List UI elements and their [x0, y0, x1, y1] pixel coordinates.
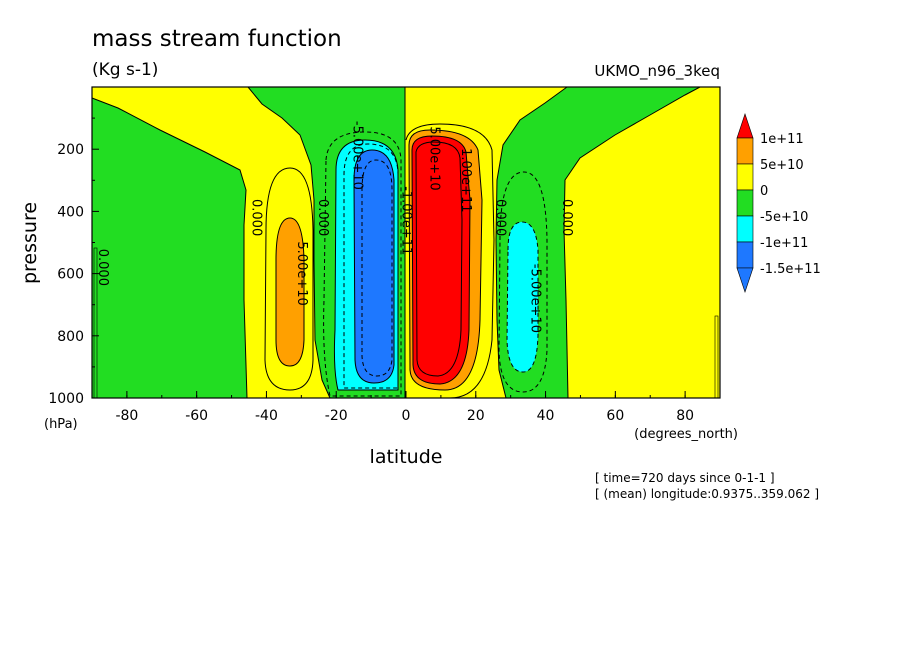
south-positive-cell [276, 218, 304, 366]
south-negative-region [92, 87, 247, 398]
contour-label: 5.00e+10 [426, 126, 441, 190]
contour-lines [91, 86, 701, 399]
x-tick-label: 0 [402, 408, 411, 424]
x-units: (degrees_north) [634, 427, 738, 442]
contour-label: 0.000 [248, 199, 263, 236]
x-tick-label: 60 [606, 408, 624, 424]
legend-label-1: 5e+10 [760, 158, 804, 173]
x-tick-label: -60 [185, 408, 208, 424]
contour-label: 0.000 [493, 199, 508, 236]
legend-swatch-orange [736, 137, 754, 165]
contour-labels: 0.000 0.000 0.000 5.00e+10 -5.00e+10 -1.00e+1… [95, 121, 574, 333]
y-axis: 200 400 600 800 1000 [48, 117, 99, 407]
legend-bottom-arrow [736, 267, 754, 293]
legend-swatch-blue [736, 241, 754, 269]
longitude-annotation: [ (mean) longitude:0.9375..359.062 ] [595, 487, 819, 501]
south-blue-cell [354, 150, 394, 383]
contour-label: 0.000 [315, 199, 330, 236]
x-axis-label: latitude [370, 446, 443, 468]
legend-label-0: 1e+11 [760, 132, 804, 147]
x-tick-label: 80 [676, 408, 694, 424]
chart-units: (Kg s-1) [92, 60, 158, 80]
legend-label-5: -1.5e+11 [760, 262, 821, 277]
legend-top-arrow [736, 113, 754, 139]
north-negative-region [496, 87, 700, 398]
contour-label: -5.00e+10 [350, 121, 365, 190]
contour-label: -5.00e+10 [528, 264, 543, 333]
y-tick-label: 1000 [48, 391, 84, 407]
legend-label-3: -5e+10 [760, 210, 808, 225]
legend-label-2: 0 [760, 184, 768, 199]
x-tick-label: -40 [255, 408, 278, 424]
contour-label: 0.000 [95, 249, 110, 286]
contour-label: -1.00e+11 [399, 186, 414, 255]
north-cyan-cell [507, 222, 538, 372]
y-tick-label: 400 [57, 204, 84, 220]
contour-label: 1.00e+11 [458, 148, 473, 212]
y-tick-label: 800 [57, 329, 84, 345]
y-units: (hPa) [44, 417, 78, 432]
y-axis-label: pressure [19, 202, 41, 284]
legend-label-4: -1e+11 [760, 236, 808, 251]
x-tick-label: -20 [325, 408, 348, 424]
legend-swatch-yellow [736, 163, 754, 191]
x-axis: -80 -60 -40 -20 0 20 40 60 80 [91, 391, 721, 424]
color-legend: 1e+11 5e+10 0 -5e+10 -1e+11 -1.5e+11 [736, 113, 821, 293]
negative-contour-lines [323, 131, 548, 397]
run-name: UKMO_n96_3keq [594, 62, 720, 81]
time-annotation: [ time=720 days since 0-1-1 ] [595, 471, 775, 485]
x-tick-label: 40 [537, 408, 555, 424]
contour-label: 0.000 [559, 199, 574, 236]
contour-field [91, 86, 720, 399]
x-tick-label: 20 [467, 408, 485, 424]
north-pole-edge [714, 315, 719, 399]
contour-label: 5.00e+10 [294, 241, 309, 305]
y-tick-label: 200 [57, 142, 84, 158]
chart-title: mass stream function [92, 26, 342, 52]
x-tick-label: -80 [115, 408, 138, 424]
y-tick-label: 600 [57, 267, 84, 283]
legend-swatch-green [736, 189, 754, 217]
north-red-cell [412, 136, 470, 384]
legend-swatch-cyan [736, 215, 754, 243]
